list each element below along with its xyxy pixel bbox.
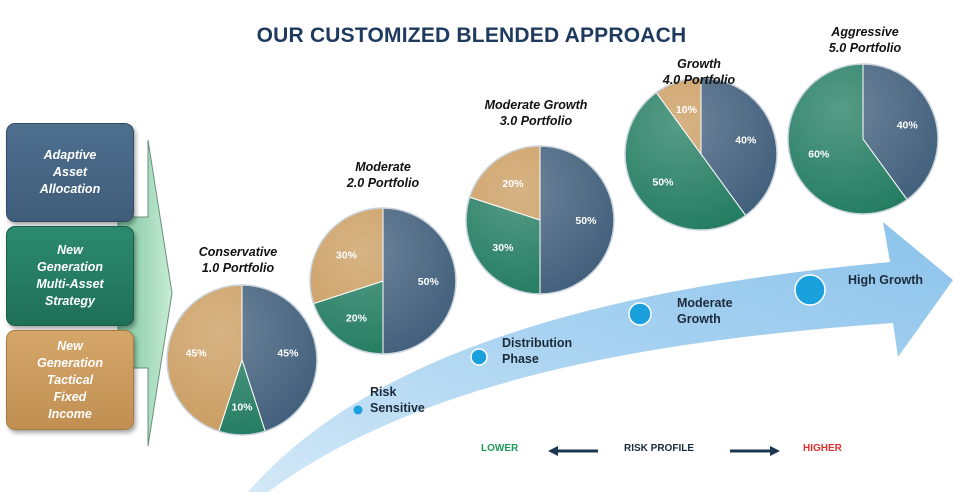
portfolio-label-growth: Growth 4.0 Portfolio [662,57,736,87]
pie-2-rim [309,207,457,355]
stage-moderate-growth: Moderate Growth [677,296,733,326]
stage-dot-high-growth [794,274,826,306]
pie-3-rim [465,145,615,295]
stage-high-growth: High Growth [848,273,923,287]
pie-1-rim [166,284,318,436]
pie-portfolio-5: 40%60% [787,63,939,215]
stage-dot-distribution [470,348,488,366]
portfolio-label-moderate: Moderate 2.0 Portfolio [346,160,420,190]
risk-lower-label: LOWER [481,443,519,454]
portfolio-label-moderate-growth: Moderate Growth 3.0 Portfolio [484,98,588,128]
legend-tactical-fixed-income: New Generation Tactical Fixed Income [6,330,134,430]
stage-dot-moderate-growth [628,302,652,326]
stage-risk-sensitive: Risk Sensitive [370,385,425,415]
pie-4-rim [624,77,778,231]
page-title: OUR CUSTOMIZED BLENDED APPROACH [256,24,687,47]
pie-portfolio-3: 50%30%20% [465,145,615,295]
pie-portfolio-2: 50%20%30% [309,207,457,355]
portfolio-label-aggressive: Aggressive 5.0 Portfolio [828,25,902,55]
risk-lower-arrow [548,446,598,456]
portfolio-label-conservative: Conservative 1.0 Portfolio [198,245,278,275]
stage-dot-risk-sensitive [353,405,363,415]
legend-adaptive-asset-allocation: Adaptive Asset Allocation [6,123,134,222]
pie-portfolio-1: 45%10%45% [166,284,318,436]
pie-portfolio-4: 40%50%10% [624,77,778,231]
pie-5-rim [787,63,939,215]
risk-profile-label: RISK PROFILE [624,443,695,454]
risk-higher-label: HIGHER [803,443,842,454]
growth-arrow [248,222,953,492]
stage-distribution-phase: Distribution Phase [502,336,573,366]
risk-higher-arrow [730,446,780,456]
legend-multi-asset-strategy: New Generation Multi-Asset Strategy [6,226,134,326]
